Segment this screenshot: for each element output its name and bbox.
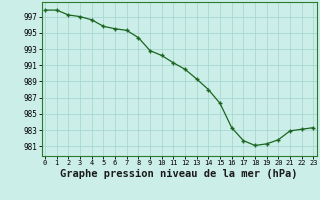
X-axis label: Graphe pression niveau de la mer (hPa): Graphe pression niveau de la mer (hPa) (60, 169, 298, 179)
